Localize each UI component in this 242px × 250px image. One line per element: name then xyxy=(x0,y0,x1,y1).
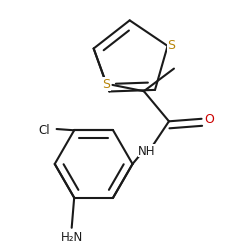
Text: NH: NH xyxy=(138,144,155,157)
Text: Cl: Cl xyxy=(38,123,50,136)
Text: H₂N: H₂N xyxy=(60,230,83,243)
Text: S: S xyxy=(102,78,110,91)
Text: O: O xyxy=(204,112,214,125)
Text: S: S xyxy=(167,39,175,52)
